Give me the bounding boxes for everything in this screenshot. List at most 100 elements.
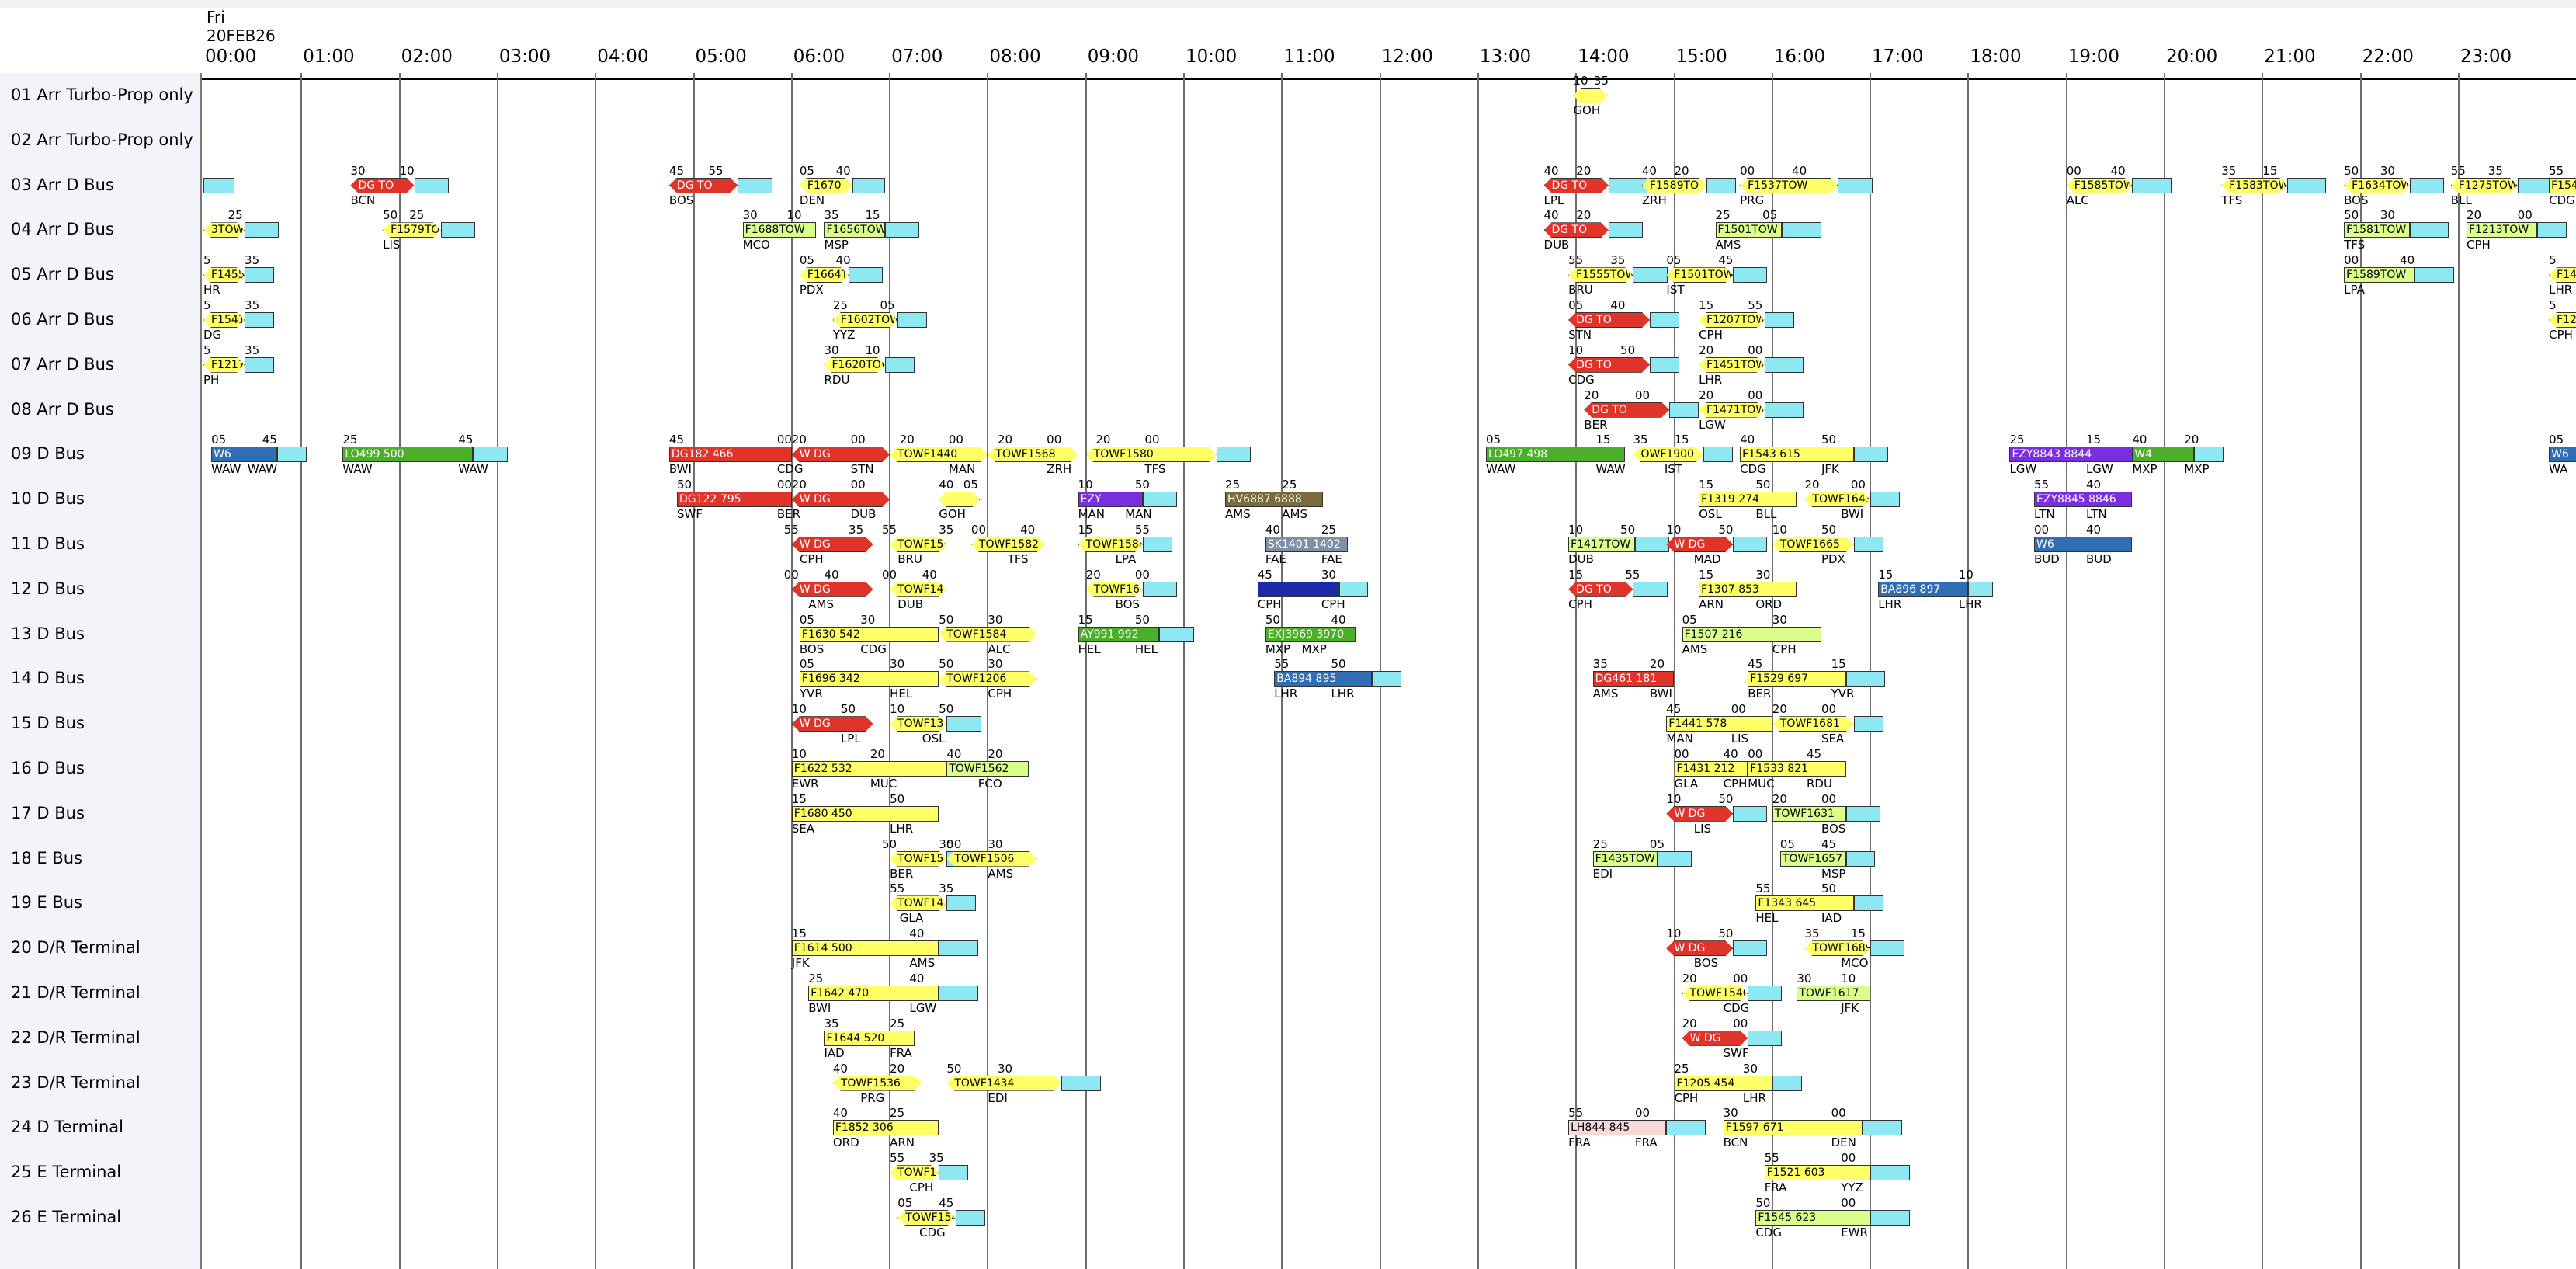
flight-bar[interactable]: F1545 623 xyxy=(1755,1210,1871,1226)
flight-bar[interactable]: TOWF1206 xyxy=(939,671,1036,687)
flight-bar[interactable]: TOWF1506 xyxy=(946,851,1036,867)
turnaround-block[interactable] xyxy=(245,267,274,283)
turnaround-block[interactable] xyxy=(955,1210,985,1226)
flight-bar[interactable]: 3TOW xyxy=(203,222,245,238)
flight-bar[interactable]: F1644 520 xyxy=(824,1030,915,1046)
turnaround-block[interactable] xyxy=(2517,177,2552,193)
flight-bar[interactable]: F1507 216 xyxy=(1682,626,1821,642)
turnaround-block[interactable] xyxy=(1338,581,1369,597)
flight-bar[interactable]: LH844 845 xyxy=(1568,1120,1667,1136)
turnaround-block[interactable] xyxy=(2409,177,2444,193)
flight-bar[interactable]: BA896 897 xyxy=(1878,581,1969,597)
flight-bar[interactable]: F1455TOW xyxy=(203,267,245,283)
turnaround-block[interactable] xyxy=(946,716,981,732)
flight-bar[interactable] xyxy=(1573,88,1607,103)
turnaround-block[interactable] xyxy=(1159,626,1194,642)
flight-bar[interactable]: BA894 895 xyxy=(1274,671,1373,687)
flight-bar[interactable]: DG TO xyxy=(669,178,738,193)
turnaround-block[interactable] xyxy=(1862,1120,1902,1136)
flight-bar[interactable]: TOWF1631 xyxy=(1772,805,1846,822)
flight-bar[interactable]: F1435TOW xyxy=(1592,850,1658,867)
turnaround-block[interactable] xyxy=(1845,805,1880,822)
turnaround-block[interactable] xyxy=(1853,895,1883,912)
turnaround-block[interactable] xyxy=(849,267,884,283)
flight-bar[interactable]: F1670 xyxy=(800,178,852,193)
turnaround-block[interactable] xyxy=(1649,312,1679,328)
turnaround-block[interactable] xyxy=(1733,940,1768,957)
flight-bar[interactable]: OWF1900 xyxy=(1633,447,1703,462)
turnaround-block[interactable] xyxy=(245,356,274,373)
flight-bar[interactable]: EZY xyxy=(1078,492,1143,508)
flight-bar[interactable]: W6 xyxy=(211,447,277,463)
turnaround-block[interactable] xyxy=(1733,805,1768,822)
flight-bar[interactable]: EZY8843 8844 xyxy=(2009,447,2140,463)
flight-bar[interactable]: TOWF1635 xyxy=(1086,582,1143,597)
flight-bar[interactable] xyxy=(203,177,235,193)
flight-bar[interactable]: F1275TOW xyxy=(2451,178,2518,193)
turnaround-block[interactable] xyxy=(1669,402,1699,418)
flight-bar[interactable]: DG TO xyxy=(1584,402,1669,418)
flight-bar[interactable]: F1680 450 xyxy=(791,805,939,822)
flight-bar[interactable]: F1664TOW xyxy=(800,267,849,283)
flight-bar[interactable]: F1614 500 xyxy=(791,940,939,957)
flight-bar[interactable]: W DG xyxy=(1666,940,1733,956)
turnaround-block[interactable] xyxy=(1853,447,1888,463)
flight-bar[interactable]: TOWF1540 xyxy=(1682,986,1748,1001)
flight-bar[interactable]: TOWF1416 xyxy=(890,582,946,597)
flight-bar[interactable]: F1579TOW xyxy=(383,222,441,238)
turnaround-block[interactable] xyxy=(473,447,508,463)
flight-bar[interactable]: W DG xyxy=(792,447,890,462)
flight-bar[interactable]: LO497 498 xyxy=(1486,447,1626,463)
flight-bar[interactable]: SK1401 1402 xyxy=(1265,537,1348,552)
turnaround-block[interactable] xyxy=(1658,850,1692,867)
flight-bar[interactable]: DG TO xyxy=(1568,357,1650,373)
turnaround-block[interactable] xyxy=(1633,581,1668,597)
flight-bar[interactable]: F1207TOW xyxy=(1699,312,1765,328)
flight-bar[interactable]: TOWF1536 xyxy=(833,1076,922,1091)
turnaround-block[interactable] xyxy=(2415,267,2454,283)
flight-bar[interactable]: F1581TOW xyxy=(2344,222,2410,238)
flight-bar[interactable]: W DG xyxy=(792,716,873,732)
flight-bar[interactable]: TOWF1617 xyxy=(1797,986,1871,1001)
flight-bar[interactable]: DG TO xyxy=(1568,582,1633,597)
flight-bar[interactable]: TOWF1582 xyxy=(971,537,1045,552)
flight-bar[interactable]: W DG xyxy=(792,492,890,507)
turnaround-block[interactable] xyxy=(1649,356,1679,373)
flight-bar[interactable]: TOWF1584 xyxy=(939,627,1036,642)
turnaround-block[interactable] xyxy=(1748,1030,1783,1046)
flight-bar[interactable]: DG122 795 xyxy=(677,492,792,508)
flight-bar[interactable]: F1696 342 xyxy=(799,671,939,687)
flight-bar[interactable]: F1602TOW xyxy=(833,312,897,328)
turnaround-block[interactable] xyxy=(1142,581,1178,597)
flight-bar[interactable]: TOWF1568 xyxy=(988,447,1078,462)
turnaround-block[interactable] xyxy=(1764,402,1804,418)
flight-bar[interactable]: F1852 306 xyxy=(832,1120,939,1136)
turnaround-block[interactable] xyxy=(1870,940,1905,957)
flight-bar[interactable]: DG TO xyxy=(1568,312,1650,328)
flight-bar[interactable]: F1630 542 xyxy=(799,626,939,642)
flight-bar[interactable]: TOWF1689 xyxy=(1804,940,1870,956)
flight-bar[interactable]: W6 xyxy=(2549,447,2576,463)
turnaround-block[interactable] xyxy=(1764,312,1794,328)
turnaround-block[interactable] xyxy=(1733,537,1768,552)
turnaround-block[interactable] xyxy=(939,1165,969,1181)
turnaround-block[interactable] xyxy=(276,447,307,463)
turnaround-block[interactable] xyxy=(939,986,978,1001)
flight-bar[interactable]: W DG xyxy=(1666,537,1733,552)
turnaround-block[interactable] xyxy=(1968,581,1993,597)
turnaround-block[interactable] xyxy=(1870,492,1900,508)
turnaround-block[interactable] xyxy=(245,222,279,238)
flight-bar[interactable]: F1533 821 xyxy=(1748,761,1846,777)
turnaround-block[interactable] xyxy=(1845,671,1886,687)
turnaround-block[interactable] xyxy=(414,177,449,193)
turnaround-block[interactable] xyxy=(1782,222,1821,238)
flight-bar[interactable]: F1555TOW xyxy=(1568,267,1633,283)
turnaround-block[interactable] xyxy=(1748,986,1783,1001)
flight-bar[interactable]: TOWF1657 xyxy=(1779,850,1846,867)
flight-bar[interactable]: TOWF1440 xyxy=(890,447,988,462)
flight-bar[interactable]: TOWF1562 xyxy=(946,761,1029,777)
turnaround-block[interactable] xyxy=(852,177,885,193)
flight-bar[interactable]: TOWF1681 xyxy=(1772,716,1854,732)
turnaround-block[interactable] xyxy=(1634,537,1670,552)
flight-bar[interactable]: F1213TOW xyxy=(2467,222,2537,238)
